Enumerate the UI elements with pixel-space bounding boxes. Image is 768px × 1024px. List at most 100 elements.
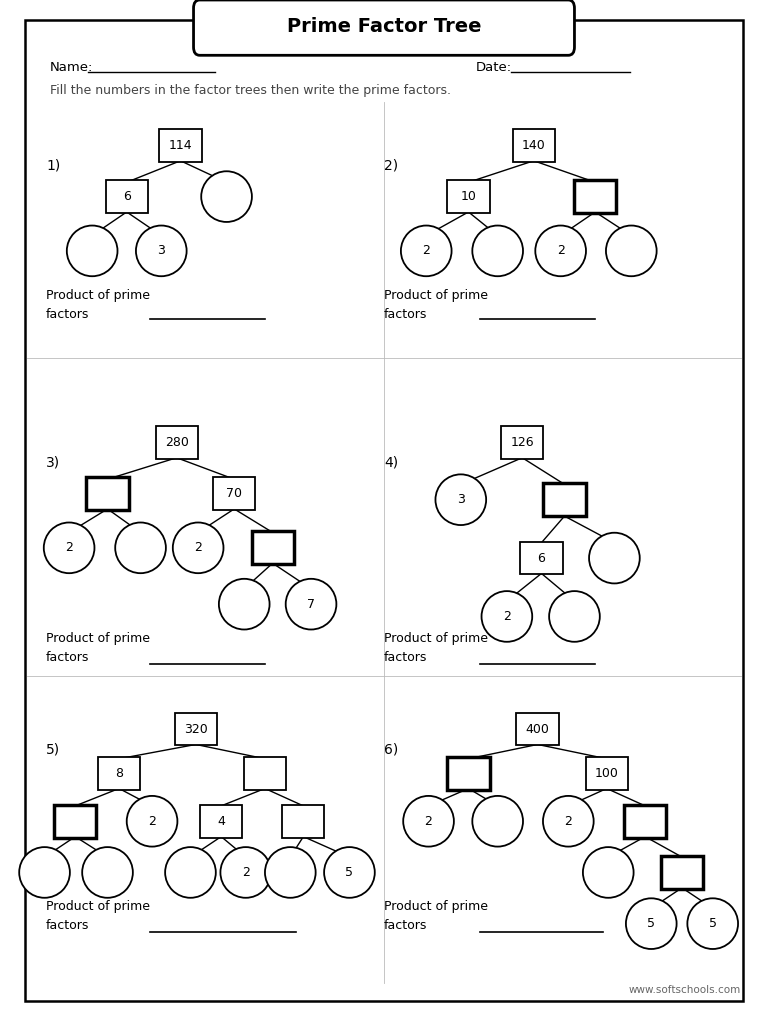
Text: 2: 2 [148,815,156,827]
FancyBboxPatch shape [513,129,554,162]
FancyBboxPatch shape [544,483,585,516]
Text: factors: factors [46,919,89,932]
Ellipse shape [220,847,271,898]
Ellipse shape [403,796,454,847]
Text: 7: 7 [307,598,315,610]
Ellipse shape [543,796,594,847]
Text: Name:: Name: [50,61,93,74]
FancyBboxPatch shape [585,757,628,790]
Text: 6: 6 [123,190,131,203]
Text: 400: 400 [525,723,550,735]
Ellipse shape [165,847,216,898]
FancyBboxPatch shape [516,713,559,745]
Text: Fill the numbers in the factor trees then write the prime factors.: Fill the numbers in the factor trees the… [50,84,451,96]
FancyBboxPatch shape [574,180,616,213]
Text: 2: 2 [242,866,250,879]
Text: 2: 2 [564,815,572,827]
Text: 10: 10 [461,190,476,203]
Text: 4): 4) [384,456,398,470]
Ellipse shape [435,474,486,525]
Text: 6: 6 [538,552,545,564]
Ellipse shape [324,847,375,898]
Ellipse shape [472,225,523,276]
Text: factors: factors [384,307,427,321]
FancyBboxPatch shape [155,426,197,459]
Ellipse shape [401,225,452,276]
Ellipse shape [19,847,70,898]
Text: 320: 320 [184,723,207,735]
Text: 1): 1) [46,159,61,173]
Text: Product of prime: Product of prime [46,900,150,913]
Text: www.softschools.com: www.softschools.com [629,985,741,995]
Text: 2: 2 [503,610,511,623]
Text: factors: factors [384,919,427,932]
Ellipse shape [549,591,600,642]
Ellipse shape [265,847,316,898]
FancyBboxPatch shape [159,129,201,162]
Ellipse shape [626,898,677,949]
Text: 3: 3 [157,245,165,257]
Text: 2: 2 [65,542,73,554]
Ellipse shape [44,522,94,573]
Ellipse shape [219,579,270,630]
Text: Prime Factor Tree: Prime Factor Tree [286,17,482,36]
Ellipse shape [286,579,336,630]
Text: 5: 5 [346,866,353,879]
Ellipse shape [535,225,586,276]
Ellipse shape [82,847,133,898]
FancyBboxPatch shape [174,713,217,745]
FancyBboxPatch shape [283,805,324,838]
Text: 140: 140 [522,139,545,152]
FancyBboxPatch shape [660,856,703,889]
Text: 2: 2 [557,245,564,257]
Text: 4: 4 [217,815,225,827]
FancyBboxPatch shape [520,542,562,574]
FancyBboxPatch shape [86,477,129,510]
Text: 70: 70 [227,487,242,500]
Text: Product of prime: Product of prime [46,289,150,302]
Text: factors: factors [384,650,427,664]
FancyBboxPatch shape [213,477,255,510]
Text: 8: 8 [115,767,123,779]
FancyBboxPatch shape [98,757,140,790]
Ellipse shape [583,847,634,898]
FancyBboxPatch shape [502,426,544,459]
FancyBboxPatch shape [200,805,242,838]
Text: 2: 2 [194,542,202,554]
Text: factors: factors [46,307,89,321]
Text: 126: 126 [511,436,534,449]
Text: 3): 3) [46,456,60,470]
Ellipse shape [472,796,523,847]
FancyBboxPatch shape [54,805,97,838]
Text: 114: 114 [169,139,192,152]
Text: Date:: Date: [476,61,512,74]
Text: Product of prime: Product of prime [46,632,150,645]
Text: factors: factors [46,650,89,664]
Text: Product of prime: Product of prime [384,900,488,913]
Ellipse shape [115,522,166,573]
Text: 3: 3 [457,494,465,506]
Text: 2: 2 [425,815,432,827]
Ellipse shape [606,225,657,276]
Text: 5: 5 [709,918,717,930]
Ellipse shape [67,225,118,276]
Text: Product of prime: Product of prime [384,289,488,302]
Text: 6): 6) [384,742,399,757]
FancyBboxPatch shape [25,20,743,1001]
Text: 280: 280 [164,436,189,449]
FancyBboxPatch shape [194,0,574,55]
FancyBboxPatch shape [447,180,490,213]
FancyBboxPatch shape [106,180,147,213]
Ellipse shape [687,898,738,949]
Ellipse shape [589,532,640,584]
FancyBboxPatch shape [624,805,666,838]
Text: 5): 5) [46,742,60,757]
Ellipse shape [127,796,177,847]
Text: 2: 2 [422,245,430,257]
Text: 5: 5 [647,918,655,930]
Ellipse shape [136,225,187,276]
FancyBboxPatch shape [243,757,286,790]
Ellipse shape [173,522,223,573]
FancyBboxPatch shape [251,531,293,564]
Text: Product of prime: Product of prime [384,632,488,645]
